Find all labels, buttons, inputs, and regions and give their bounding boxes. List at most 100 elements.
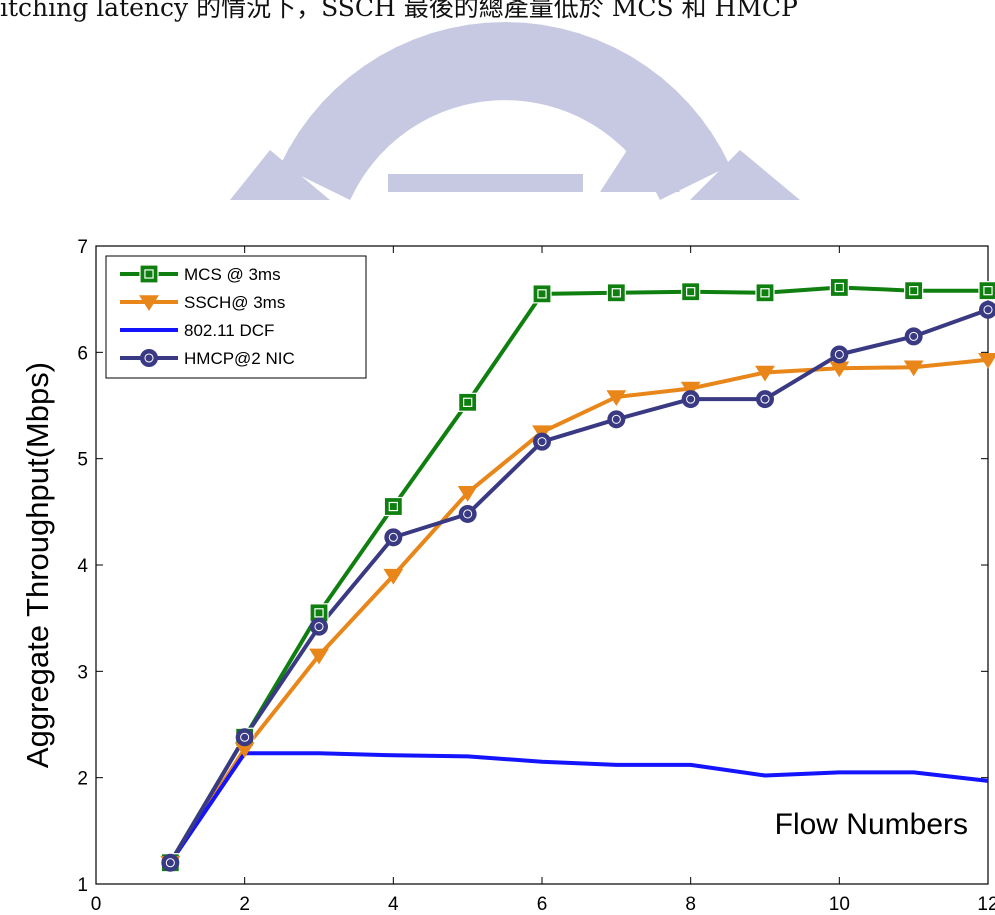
data-point-ssch-3ms [680,381,701,398]
series-markers [160,277,995,873]
series-line-ssch-3ms [168,357,989,864]
watermark-ray [599,65,662,140]
x-axis-label: Flow Numbers [775,808,968,841]
data-point-hmcp-2-nic [830,345,849,364]
legend-marker [139,264,159,284]
legend-marker [140,349,158,367]
data-point-ssch-3ms [383,568,404,585]
legend-label: HMCP@2 NIC [184,349,295,368]
y-axis-label: Aggregate Throughput(Mbps) [20,362,55,768]
data-point-ssch-3ms [903,360,924,377]
watermark-ray [541,28,580,109]
watermark-ray [280,148,358,201]
data-point-hmcp-2-nic-inner [760,394,770,404]
data-point-mcs-3ms [383,496,403,517]
data-point-hmcp-2-nic-inner [983,305,993,315]
data-point-hmcp-2-nic [458,504,477,523]
watermark-peak [600,130,680,192]
legend-label: 802.11 DCF [184,321,274,340]
data-point-hmcp-2-nic [607,410,626,429]
data-point-mcs-3ms [829,277,849,298]
data-point-mcs-3ms-inner [314,608,324,618]
watermark-ray [610,76,676,148]
university-seal-watermark-icon [230,22,800,201]
data-point-hmcp-2-nic-inner [240,732,250,742]
data-point-mcs-3ms [755,283,775,303]
data-point-hmcp-2-nic-inner [463,509,473,519]
watermark-ray [298,116,373,178]
data-point-mcs-3ms [904,281,924,301]
data-point-mcs-3ms-inner [388,501,398,512]
series-line-mcs-3ms [168,285,988,864]
data-point-mcs-3ms [606,283,626,303]
watermark-ray [589,55,647,132]
watermark-ray [288,132,365,189]
data-point-hmcp-2-nic [681,390,700,409]
x-tick-label: 2 [239,894,250,915]
watermark-ray [321,89,390,158]
page-caption: itching latency 的情況下，SSCH 最後的總產量低於 MCS 和… [0,0,798,22]
data-point-mcs-3ms [458,392,478,412]
data-point-hmcp-2-nic [310,617,328,636]
watermark-left-wing [230,150,330,200]
data-point-hmcp-2-nic-inner [686,394,696,404]
x-tick-label: 4 [388,894,399,915]
legend-marker [139,295,159,311]
watermark-ray [553,33,598,113]
data-point-ssch-3ms [755,365,775,382]
data-point-hmcp-2-nic [384,528,403,547]
watermark-ray [395,39,445,119]
watermark-ray [485,22,508,101]
data-point-hmcp-2-nic [979,300,995,319]
data-point-hmcp-2-nic-inner [909,331,919,341]
data-point-mcs-3ms [532,284,552,304]
data-point-hmcp-2-nic [161,853,180,872]
data-point-hmcp-2-nic [756,390,774,409]
watermark-ray [379,46,433,125]
data-point-hmcp-2-nic-inner [834,349,844,360]
watermark-bar [388,174,583,192]
y-tick-label: 2 [77,769,88,790]
legend: MCS @ 3ms SSCH@ 3ms 802.11 DCF HMCP@2 NIC [105,255,367,379]
data-point-mcs-3ms-inner [909,286,919,296]
watermark-ray [309,102,381,167]
data-point-hmcp-2-nic [533,432,551,451]
data-point-ssch-3ms [457,485,478,502]
x-tick-label: 10 [829,894,850,915]
legend-marker-inner [144,269,154,279]
data-point-mcs-3ms-inner [463,397,473,407]
watermark-ray [528,24,562,105]
watermark-right-wing [690,150,800,200]
data-point-hmcp-2-nic-inner [314,622,324,632]
data-point-hmcp-2-nic-inner [165,858,175,868]
watermark-ray [412,33,457,113]
series-line-802-11-dcf [168,751,989,864]
data-point-mcs-3ms-inner [834,282,844,293]
watermark-ray [515,22,543,103]
y-tick-label: 4 [77,556,88,577]
x-tick-label: 6 [537,894,548,915]
legend-label: MCS @ 3ms [184,265,281,284]
watermark-ray [348,65,411,140]
data-point-mcs-3ms-inner [686,287,696,297]
legend-marker-inner [144,353,154,363]
legend-label: SSCH@ 3ms [184,293,285,312]
y-tick-label: 1 [77,875,88,896]
data-point-mcs-3ms-inner [760,288,770,298]
watermark-ray [577,46,631,125]
watermark-ray [565,39,615,119]
data-point-hmcp-2-nic-inner [388,532,398,542]
data-point-hmcp-2-nic-inner [537,437,547,447]
data-point-hmcp-2-nic-inner [611,414,621,424]
watermark-ray [430,28,469,109]
y-tick-label: 3 [77,662,88,683]
data-point-ssch-3ms [234,742,255,758]
y-tick-label: 7 [77,237,88,258]
x-tick-label: 0 [91,894,102,915]
watermark-ray [334,76,400,148]
data-point-mcs-3ms [681,282,701,302]
x-tick-label: 8 [685,894,696,915]
x-tick-label: 12 [977,894,995,915]
